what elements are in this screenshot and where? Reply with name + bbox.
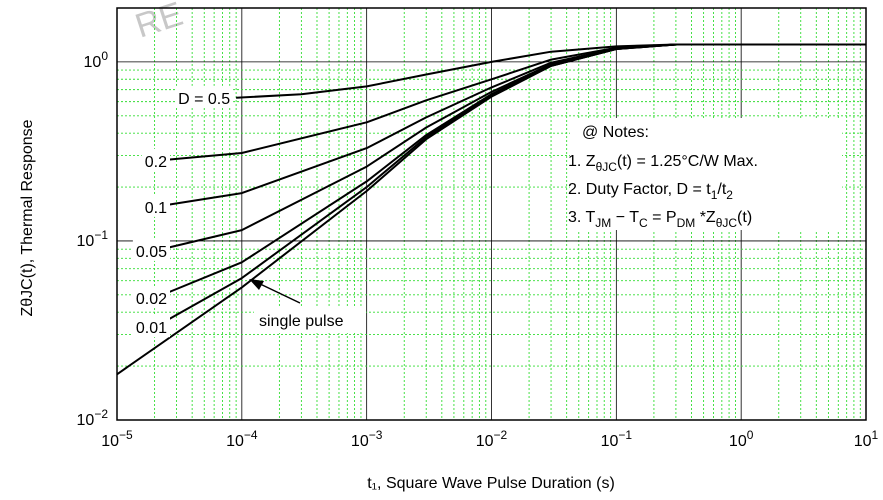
note-3-pre: 3. T — [568, 209, 596, 226]
note-2-pre: 2. Duty Factor, D = t — [568, 181, 711, 198]
note-3-post: (t) — [737, 209, 752, 226]
note-1-sub: θJC — [596, 160, 618, 174]
series-label: D = 0.5 — [178, 91, 230, 108]
series-label-background — [141, 194, 170, 217]
watermark: RE — [131, 0, 188, 46]
note-3-mid2: = P — [648, 209, 677, 226]
y-tick-label: 10−1 — [77, 228, 109, 250]
series-label: 0.01 — [136, 320, 167, 337]
note-2-sub2: 2 — [726, 188, 733, 202]
plot-frame — [116, 7, 867, 421]
note-3-sub3: DM — [677, 216, 696, 230]
annotation-arrow-head — [249, 279, 264, 290]
annotation-background — [254, 307, 366, 333]
series-labels: D = 0.5 0.2 0.1 0.05 0.02 0.01 — [132, 85, 234, 338]
note-2: 2. Duty Factor, D = t1/t2 — [568, 181, 733, 202]
series-label: 0.2 — [145, 154, 167, 171]
y-axis-label: ZθJC(t), Thermal Response — [19, 119, 36, 316]
annotation-arrow-shaft — [255, 281, 301, 304]
x-tick-labels: 10−5 10−4 10−3 10−2 10−1 100 101 — [101, 428, 878, 450]
y-axis-label-text: ZθJC(t), Thermal Response — [19, 119, 36, 316]
notes-title: @ Notes: — [582, 124, 649, 141]
series-line — [117, 43, 866, 376]
x-tick-label: 10−4 — [226, 428, 258, 450]
x-tick-label: 10−1 — [601, 428, 633, 450]
single-pulse-annotation: single pulse — [259, 313, 344, 330]
notes-background — [570, 118, 842, 230]
note-1-post: (t) = 1.25°C/W Max. — [617, 153, 758, 170]
y-tick-labels: 100 10−1 10−2 — [77, 49, 109, 429]
note-3-mid1: − T — [611, 209, 639, 226]
x-tick-label: 100 — [729, 428, 754, 450]
x-axis-label: t₁, Square Wave Pulse Duration (s) — [367, 475, 615, 492]
y-tick-label: 10−2 — [77, 407, 109, 429]
note-3-mid3: *Z — [695, 209, 716, 226]
y-tick-label: 100 — [84, 49, 109, 71]
series-label-background — [132, 315, 170, 338]
series-label-background — [132, 238, 170, 261]
series-label: 0.05 — [136, 244, 167, 261]
series-label: 0.1 — [145, 200, 167, 217]
x-tick-label: 10−3 — [351, 428, 383, 450]
note-3: 3. TJM − TC = PDM *ZθJC(t) — [568, 209, 752, 230]
series-label-background — [132, 286, 170, 309]
note-3-sub1: JM — [595, 216, 611, 230]
note-3-sub2: C — [639, 216, 648, 230]
series-label-background — [175, 85, 234, 108]
note-3-sub4: θJC — [716, 216, 738, 230]
x-tick-label: 101 — [854, 428, 879, 450]
series-label-background — [141, 148, 170, 171]
series-lines — [117, 43, 866, 376]
note-1-pre: 1. Z — [568, 153, 596, 170]
series-label: 0.02 — [136, 291, 167, 308]
note-1: 1. ZθJC(t) = 1.25°C/W Max. — [568, 153, 758, 174]
x-tick-label: 10−5 — [101, 428, 133, 450]
note-2-sub1: 1 — [711, 188, 718, 202]
note-2-mid: /t — [717, 181, 726, 198]
x-tick-label: 10−2 — [476, 428, 508, 450]
